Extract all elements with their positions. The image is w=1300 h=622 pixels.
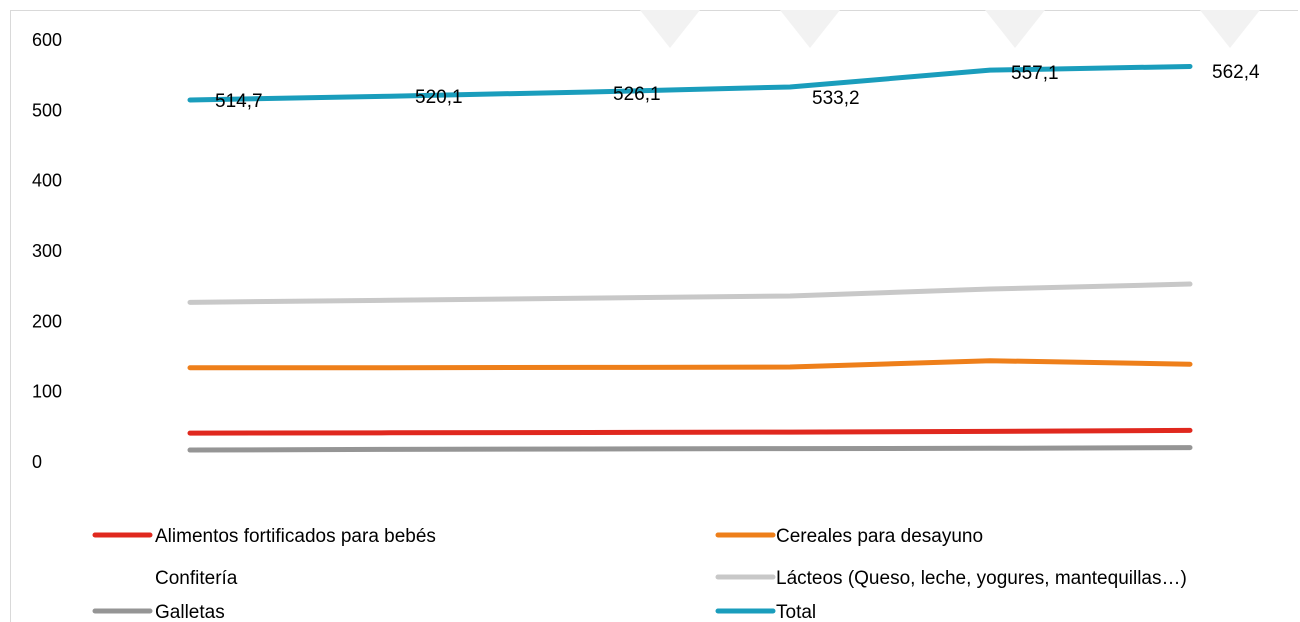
- data-label-total: 533,2: [812, 88, 860, 109]
- series-line-lacteos-queso-leche-yogures-mantequillas: [187, 281, 1193, 305]
- legend-label-alimentos-fortificados-para-bebes: Alimentos fortificados para bebés: [155, 526, 436, 547]
- legend-label-cereales-para-desayuno: Cereales para desayuno: [776, 526, 983, 547]
- chart-frame: [10, 10, 1298, 622]
- y-tick-label: 600: [32, 30, 62, 50]
- series-line-total: [187, 63, 1193, 103]
- y-tick-label: 300: [32, 241, 62, 261]
- background-watermark-shapes: [640, 10, 1260, 48]
- y-tick-label: 100: [32, 382, 62, 402]
- series-line-cereales-para-desayuno: [187, 358, 1193, 371]
- y-axis: 0 100 200 300 400 500 600: [32, 30, 62, 472]
- legend-label-galletas: Galletas: [155, 602, 225, 622]
- data-label-total: 557,1: [1011, 63, 1059, 84]
- series-line-alimentos-fortificados-para-bebes: [187, 427, 1193, 436]
- y-tick-label: 500: [32, 100, 62, 120]
- legend-label-confiteria: Confitería: [155, 568, 238, 589]
- data-label-total: 526,1: [613, 84, 661, 105]
- y-tick-label: 200: [32, 311, 62, 331]
- data-label-total: 520,1: [415, 87, 463, 108]
- data-labels: 514,7 520,1 526,1 533,2 557,1 562,4: [215, 62, 1260, 112]
- data-label-total: 514,7: [215, 91, 263, 112]
- data-label-total: 562,4: [1212, 62, 1260, 83]
- y-tick-label: 0: [32, 452, 42, 472]
- y-tick-label: 400: [32, 171, 62, 191]
- series-lines: [187, 63, 1193, 453]
- series-line-galletas: [187, 445, 1193, 453]
- legend: Alimentos fortificados para bebés Cereale…: [92, 526, 1187, 622]
- legend-label-total: Total: [776, 602, 816, 622]
- legend-label-lacteos-queso-leche-yogures-mantequillas: Lácteos (Queso, leche, yogures, mantequi…: [776, 568, 1187, 589]
